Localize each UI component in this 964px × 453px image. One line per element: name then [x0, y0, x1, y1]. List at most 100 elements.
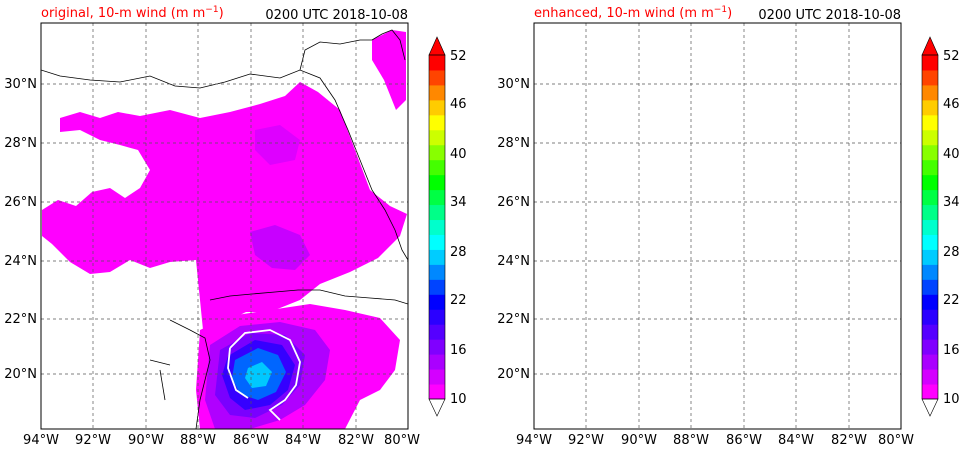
colorbar-swatch	[429, 69, 445, 86]
colorbar-swatch	[429, 219, 445, 235]
x-tick-label: 88°W	[180, 433, 216, 448]
colorbar-tick-label: 16	[450, 343, 467, 358]
colorbar-swatch	[429, 369, 445, 385]
y-tick-label: 28°N	[497, 136, 530, 151]
colorbar-swatch	[922, 159, 938, 176]
colorbar-min-arrow	[921, 398, 939, 417]
x-tick-label: 92°W	[568, 433, 604, 448]
map-background	[534, 23, 901, 429]
x-tick-label: 80°W	[384, 433, 420, 448]
map-panel-original: original, 10-m wind (m m−1) 0200 UTC 201…	[4, 5, 466, 448]
colorbar-swatch	[429, 189, 445, 206]
colorbar-original	[428, 36, 446, 417]
graticule-enhanced	[534, 23, 901, 429]
colorbar-swatch	[429, 114, 445, 131]
colorbar-swatch	[922, 129, 938, 146]
panel-time-original: 0200 UTC 2018-10-08	[265, 8, 408, 23]
colorbar-swatch	[922, 249, 938, 265]
colorbar-swatch	[429, 144, 445, 161]
x-tick-label: 88°W	[673, 433, 709, 448]
colorbar-swatch	[429, 55, 445, 71]
colorbar-swatch	[922, 204, 938, 221]
panel-title-enhanced: enhanced, 10-m wind (m m−1)	[534, 5, 732, 21]
colorbar-swatch	[922, 114, 938, 131]
x-tick-label: 82°W	[338, 433, 374, 448]
colorbar-swatch	[429, 204, 445, 221]
x-tick-label: 84°W	[778, 433, 814, 448]
colorbar-swatch	[429, 324, 445, 340]
colorbar-swatch	[429, 294, 445, 310]
colorbar-tick-label: 28	[450, 245, 467, 260]
colorbar-swatch	[922, 99, 938, 116]
colorbar-swatch	[922, 219, 938, 235]
y-tick-label: 28°N	[4, 136, 37, 151]
x-tick-label: 90°W	[128, 433, 164, 448]
colorbar-swatch	[922, 189, 938, 206]
x-axis-original: 94°W 92°W 90°W 88°W 86°W 84°W 82°W 80°W	[23, 433, 420, 448]
x-tick-label: 94°W	[516, 433, 552, 448]
colorbar-enhanced	[921, 36, 939, 417]
colorbar-swatch	[429, 384, 445, 400]
colorbar-swatch	[429, 159, 445, 176]
coastline-original	[41, 29, 408, 429]
colorbar-tick-label: 46	[943, 97, 960, 112]
colorbar-swatch	[429, 279, 445, 295]
panel-title-original: original, 10-m wind (m m−1)	[41, 5, 224, 21]
colorbar-swatch	[922, 369, 938, 385]
colorbar-swatch	[922, 84, 938, 101]
colorbar-swatch	[922, 309, 938, 325]
colorbar-swatch	[429, 309, 445, 325]
colorbar-tick-label: 46	[450, 97, 467, 112]
wind-field-original	[42, 30, 407, 429]
colorbar-swatch	[429, 234, 445, 250]
y-tick-label: 24°N	[4, 254, 37, 269]
x-tick-label: 90°W	[621, 433, 657, 448]
x-tick-label: 84°W	[285, 433, 321, 448]
colorbar-swatch	[922, 264, 938, 280]
colorbar-swatch	[429, 129, 445, 146]
colorbar-swatch	[922, 234, 938, 250]
colorbar-tick-label: 34	[943, 195, 960, 210]
colorbar-swatch	[922, 69, 938, 86]
x-tick-label: 94°W	[23, 433, 59, 448]
colorbar-frame	[921, 54, 939, 400]
x-axis-enhanced: 94°W 92°W 90°W 88°W 86°W 84°W 82°W 80°W	[516, 433, 914, 448]
x-tick-label: 80°W	[878, 433, 914, 448]
y-tick-label: 22°N	[497, 312, 530, 327]
map-panel-enhanced: enhanced, 10-m wind (m m−1) 0200 UTC 201…	[497, 5, 959, 448]
colorbar-labels-original: 52 46 40 34 28 22 16 10	[450, 49, 467, 407]
colorbar-swatch	[922, 294, 938, 310]
colorbar-max-arrow	[428, 36, 446, 56]
colorbar-tick-label: 28	[943, 245, 960, 260]
graticule-original	[41, 23, 408, 429]
colorbar-swatch	[429, 99, 445, 116]
y-tick-label: 26°N	[497, 195, 530, 210]
colorbar-min-arrow	[428, 398, 446, 417]
colorbar-swatch	[429, 249, 445, 265]
y-axis-enhanced: 30°N 28°N 26°N 24°N 22°N 20°N	[497, 77, 530, 382]
colorbar-labels-enhanced: 52 46 40 34 28 22 16 10	[943, 49, 960, 407]
y-tick-label: 30°N	[4, 77, 37, 92]
colorbar-tick-label: 52	[450, 49, 467, 64]
colorbar-tick-label: 40	[450, 147, 467, 162]
colorbar-tick-label: 52	[943, 49, 960, 64]
y-tick-label: 24°N	[497, 254, 530, 269]
colorbar-tick-label: 34	[450, 195, 467, 210]
colorbar-swatch	[429, 84, 445, 101]
colorbar-swatch	[922, 324, 938, 340]
map-frame	[40, 22, 409, 430]
colorbar-swatch	[922, 174, 938, 191]
colorbar-swatch	[922, 354, 938, 370]
map-frame	[533, 22, 902, 430]
x-tick-label: 86°W	[726, 433, 762, 448]
colorbar-swatch	[922, 384, 938, 400]
colorbar-swatch	[429, 339, 445, 355]
y-tick-label: 20°N	[4, 367, 37, 382]
colorbar-swatch	[429, 174, 445, 191]
colorbar-tick-label: 40	[943, 147, 960, 162]
x-tick-label: 86°W	[233, 433, 269, 448]
colorbar-tick-label: 10	[943, 392, 960, 407]
y-axis-original: 30°N 28°N 26°N 24°N 22°N 20°N	[4, 77, 37, 382]
colorbar-max-arrow	[921, 36, 939, 56]
